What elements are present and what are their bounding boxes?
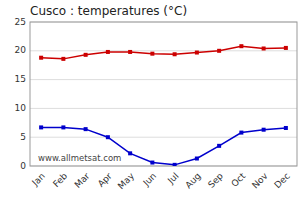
y-tick-label: 25 <box>15 17 26 27</box>
y-tick-label: 15 <box>15 74 26 84</box>
series-line <box>41 46 286 59</box>
grid-line <box>30 137 297 138</box>
series-marker <box>217 144 221 148</box>
series-marker <box>262 46 266 50</box>
x-tick-label: Jun <box>141 171 159 189</box>
series-marker <box>173 163 177 166</box>
x-tick-label: Jan <box>29 171 47 189</box>
title: Cusco : temperatures (°C) <box>30 4 187 18</box>
marks <box>39 44 288 166</box>
chart: 0 5 10 15 20 25 JanFebMar AprMayJun JulAugSepOct… <box>0 0 305 200</box>
x-tick-label: Oct <box>229 171 247 189</box>
grid-line <box>30 79 297 80</box>
series-marker <box>39 56 43 60</box>
series-marker <box>262 128 266 132</box>
series-marker <box>106 135 110 139</box>
plot-frame <box>30 22 297 166</box>
series-marker <box>61 125 65 129</box>
series-marker <box>150 52 154 56</box>
x-tick-label: Mar <box>72 171 91 190</box>
x-tick-label: Nov <box>250 170 270 190</box>
y-tick-label: 5 <box>20 132 26 142</box>
x-tick-label: May <box>116 170 137 191</box>
y-tick-label: 10 <box>15 103 27 113</box>
annotation: www.allmetsat.com <box>38 153 121 163</box>
series-marker <box>195 157 199 161</box>
x-tick-label: Sep <box>206 171 225 190</box>
series-marker <box>284 126 288 130</box>
series-marker <box>106 50 110 54</box>
series-marker <box>84 127 88 131</box>
series-marker <box>284 46 288 50</box>
x-tick-label: Jul <box>165 171 180 186</box>
grid-line <box>30 50 297 51</box>
series-marker <box>61 57 65 61</box>
x-tick-label: Feb <box>51 171 70 190</box>
x-tick-label: Apr <box>96 171 114 189</box>
series-marker <box>84 53 88 57</box>
series-marker <box>150 161 154 165</box>
y-tick-label: 0 <box>20 161 26 171</box>
series-marker <box>217 49 221 53</box>
series-marker <box>128 151 132 155</box>
x-tick-label: Aug <box>183 171 203 191</box>
series-marker <box>239 131 243 135</box>
series-marker <box>39 125 43 129</box>
grid-line <box>30 108 297 109</box>
y-tick-label: 20 <box>15 45 27 55</box>
series-marker <box>128 50 132 54</box>
plot-area <box>30 22 297 166</box>
series-marker <box>239 44 243 48</box>
series-marker <box>173 52 177 56</box>
series-marker <box>195 51 199 55</box>
x-tick-label: Dec <box>272 171 291 190</box>
